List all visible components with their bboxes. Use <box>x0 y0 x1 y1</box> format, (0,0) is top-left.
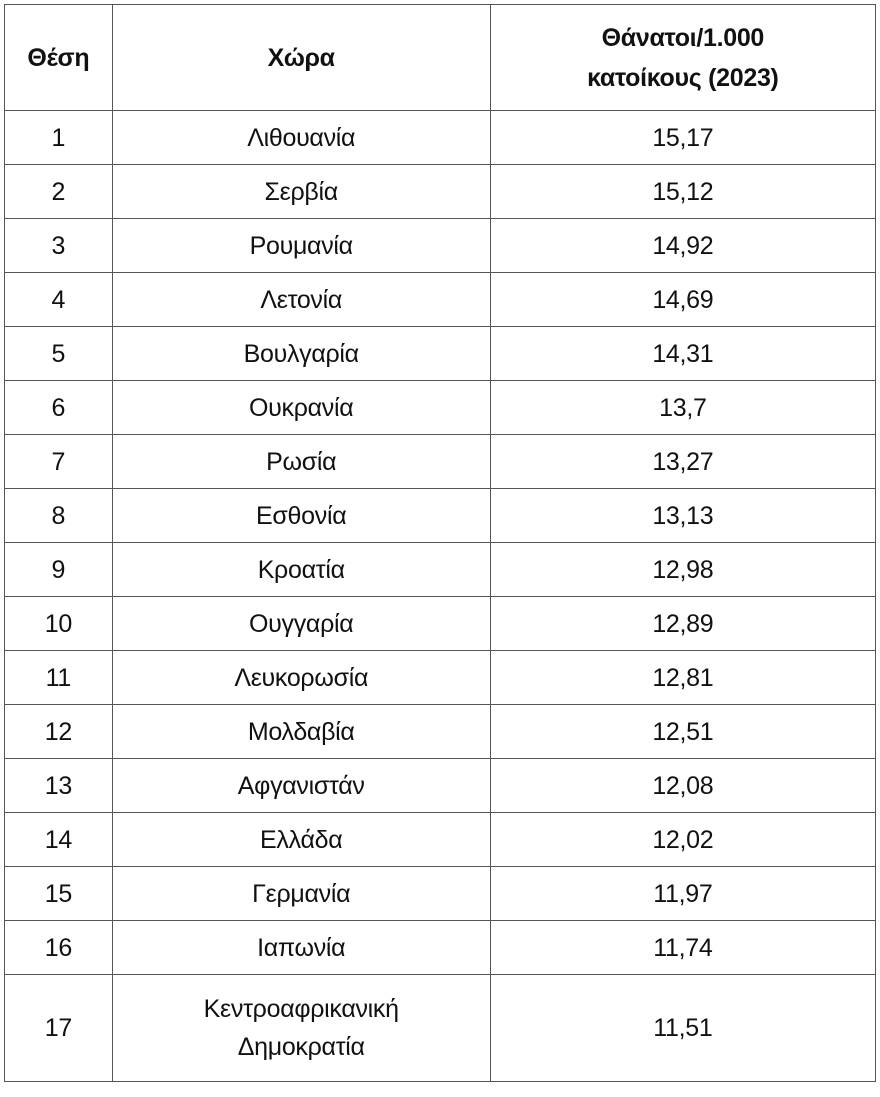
country-cell: Σερβία <box>111 164 491 219</box>
rank-cell: 3 <box>4 218 113 273</box>
table-row: 15 Γερμανία 11,97 <box>4 866 877 921</box>
country-cell: Λετονία <box>111 272 491 327</box>
country-cell: Ρουμανία <box>111 218 491 273</box>
table-row: 10 Ουγγαρία 12,89 <box>4 596 877 651</box>
rank-cell: 11 <box>4 650 113 705</box>
header-deaths-text: Θάνατοι/1.000 κατοίκους (2023) <box>587 23 779 92</box>
country-cell: Ιαπωνία <box>111 920 491 975</box>
header-rank: Θέση <box>4 4 113 111</box>
table-row: 4 Λετονία 14,69 <box>4 272 877 327</box>
table-row: 6 Ουκρανία 13,7 <box>4 380 877 435</box>
value-cell: 14,92 <box>489 218 877 273</box>
value-cell: 12,08 <box>489 758 877 813</box>
rank-cell: 14 <box>4 812 113 867</box>
value-cell: 15,17 <box>489 110 877 165</box>
header-country: Χώρα <box>111 4 491 111</box>
country-cell: Ουκρανία <box>111 380 491 435</box>
country-cell: Γερμανία <box>111 866 491 921</box>
country-cell: Βουλγαρία <box>111 326 491 381</box>
table-row: 8 Εσθονία 13,13 <box>4 488 877 543</box>
table-row: 5 Βουλγαρία 14,31 <box>4 326 877 381</box>
value-cell: 12,89 <box>489 596 877 651</box>
table-row: 16 Ιαπωνία 11,74 <box>4 920 877 975</box>
rank-cell: 10 <box>4 596 113 651</box>
country-cell: Εσθονία <box>111 488 491 543</box>
value-cell: 11,74 <box>489 920 877 975</box>
value-cell: 15,12 <box>489 164 877 219</box>
death-rate-table: Θέση Χώρα Θάνατοι/1.000 κατοίκους (2023)… <box>4 4 877 1082</box>
value-cell: 12,02 <box>489 812 877 867</box>
table-row: 14 Ελλάδα 12,02 <box>4 812 877 867</box>
header-row: Θέση Χώρα Θάνατοι/1.000 κατοίκους (2023) <box>4 4 877 111</box>
value-cell: 13,13 <box>489 488 877 543</box>
country-cell: Ελλάδα <box>111 812 491 867</box>
table-row: 11 Λευκορωσία 12,81 <box>4 650 877 705</box>
rank-cell: 2 <box>4 164 113 219</box>
country-cell: Μολδαβία <box>111 704 491 759</box>
value-cell: 14,69 <box>489 272 877 327</box>
rank-cell: 17 <box>4 974 113 1082</box>
table-row: 1 Λιθουανία 15,17 <box>4 110 877 165</box>
rank-cell: 1 <box>4 110 113 165</box>
country-cell: Ουγγαρία <box>111 596 491 651</box>
country-cell: Ρωσία <box>111 434 491 489</box>
rank-cell: 12 <box>4 704 113 759</box>
rank-cell: 16 <box>4 920 113 975</box>
table-row: 13 Αφγανιστάν 12,08 <box>4 758 877 813</box>
value-cell: 12,51 <box>489 704 877 759</box>
rank-cell: 6 <box>4 380 113 435</box>
value-cell: 14,31 <box>489 326 877 381</box>
country-cell: Αφγανιστάν <box>111 758 491 813</box>
table-row: 7 Ρωσία 13,27 <box>4 434 877 489</box>
table-row: 3 Ρουμανία 14,92 <box>4 218 877 273</box>
country-cell: Λευκορωσία <box>111 650 491 705</box>
rank-cell: 5 <box>4 326 113 381</box>
rank-cell: 13 <box>4 758 113 813</box>
value-cell: 12,81 <box>489 650 877 705</box>
rank-cell: 7 <box>4 434 113 489</box>
value-cell: 11,51 <box>489 974 877 1082</box>
rank-cell: 15 <box>4 866 113 921</box>
table-row: 2 Σερβία 15,12 <box>4 164 877 219</box>
table-row: 17 Κεντροαφρικανική Δημοκρατία 11,51 <box>4 974 877 1082</box>
value-cell: 12,98 <box>489 542 877 597</box>
value-cell: 11,97 <box>489 866 877 921</box>
table-row: 12 Μολδαβία 12,51 <box>4 704 877 759</box>
value-cell: 13,27 <box>489 434 877 489</box>
rank-cell: 8 <box>4 488 113 543</box>
country-cell: Λιθουανία <box>111 110 491 165</box>
country-cell: Κροατία <box>111 542 491 597</box>
table-row: 9 Κροατία 12,98 <box>4 542 877 597</box>
rank-cell: 9 <box>4 542 113 597</box>
rank-cell: 4 <box>4 272 113 327</box>
country-cell: Κεντροαφρικανική Δημοκρατία <box>111 974 491 1082</box>
value-cell: 13,7 <box>489 380 877 435</box>
header-deaths: Θάνατοι/1.000 κατοίκους (2023) <box>489 4 877 111</box>
